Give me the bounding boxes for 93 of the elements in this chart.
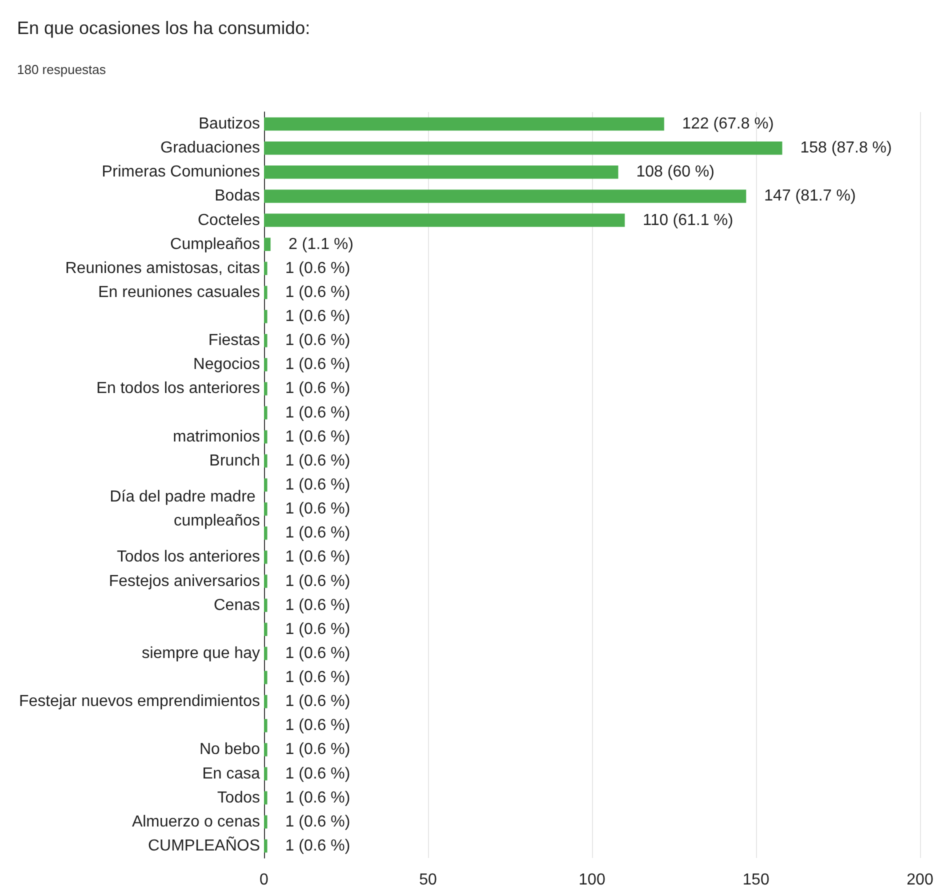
data-label: 1 (0.6 %) bbox=[285, 837, 350, 854]
bar bbox=[264, 646, 268, 660]
data-label: 1 (0.6 %) bbox=[285, 572, 350, 590]
data-label: 1 (0.6 %) bbox=[285, 380, 350, 398]
bar bbox=[264, 190, 746, 203]
data-label: 1 (0.6 %) bbox=[285, 356, 350, 374]
bar bbox=[264, 694, 268, 708]
bar bbox=[264, 286, 268, 300]
data-label: 1 (0.6 %) bbox=[285, 765, 350, 782]
y-tick-label: No bebo bbox=[200, 741, 260, 758]
data-label: 1 (0.6 %) bbox=[285, 620, 350, 638]
bar bbox=[264, 550, 268, 564]
data-label: 2 (1.1 %) bbox=[288, 236, 354, 253]
data-label: 122 (67.8 %) bbox=[682, 116, 774, 133]
bar bbox=[264, 526, 268, 540]
x-tick-label: 150 bbox=[742, 872, 770, 888]
data-label: 108 (60 %) bbox=[636, 164, 715, 181]
data-label: 1 (0.6 %) bbox=[285, 693, 350, 710]
y-tick-label: Negocios bbox=[193, 356, 260, 374]
bar bbox=[264, 310, 268, 324]
bar bbox=[264, 574, 268, 588]
y-tick-label: Bodas bbox=[214, 188, 260, 205]
bar bbox=[264, 214, 625, 227]
y-tick-label: Todos bbox=[217, 789, 260, 806]
y-tick-label: Reuniones amistosas, citas bbox=[65, 260, 260, 277]
data-label: 1 (0.6 %) bbox=[285, 524, 350, 542]
bar bbox=[264, 238, 271, 251]
bar bbox=[264, 622, 268, 636]
y-tick-label: En reuniones casuales bbox=[98, 284, 260, 301]
data-label: 1 (0.6 %) bbox=[285, 813, 350, 830]
y-tick-label: En todos los anteriores bbox=[96, 380, 260, 398]
y-tick-label: Festejar nuevos emprendimientos bbox=[18, 693, 260, 710]
y-tick-label: Brunch bbox=[209, 452, 260, 470]
bar bbox=[264, 670, 268, 684]
x-tick-label: 100 bbox=[578, 872, 606, 888]
data-label: 1 (0.6 %) bbox=[285, 452, 350, 470]
data-label: 147 (81.7 %) bbox=[764, 188, 856, 205]
y-tick-label: Cumpleaños bbox=[170, 236, 260, 253]
y-tick-label: Bautizos bbox=[198, 116, 260, 133]
text: 180 respuestas bbox=[17, 62, 106, 77]
bar bbox=[264, 767, 268, 780]
chart-title: En que ocasiones los ha consumido: bbox=[17, 18, 310, 38]
data-label: 1 (0.6 %) bbox=[285, 476, 350, 494]
bar bbox=[264, 262, 268, 276]
data-label: 1 (0.6 %) bbox=[285, 669, 350, 686]
data-label: 158 (87.8 %) bbox=[800, 140, 892, 157]
x-tick-label: 0 bbox=[260, 872, 269, 888]
bar bbox=[264, 117, 664, 131]
bar bbox=[264, 141, 782, 155]
bar bbox=[264, 454, 268, 468]
y-tick-label: Graduaciones bbox=[160, 140, 260, 157]
y-tick-label: CUMPLEAÑOS bbox=[148, 835, 260, 854]
data-label: 1 (0.6 %) bbox=[285, 428, 350, 446]
bar bbox=[264, 815, 268, 829]
data-label: 1 (0.6 %) bbox=[285, 404, 350, 422]
x-tick-label: 50 bbox=[419, 872, 437, 888]
data-label: 1 (0.6 %) bbox=[285, 308, 350, 326]
bar bbox=[264, 598, 268, 612]
data-label: 1 (0.6 %) bbox=[285, 596, 350, 614]
bar bbox=[264, 502, 268, 516]
bar bbox=[264, 478, 268, 492]
data-label: 1 (0.6 %) bbox=[285, 284, 350, 301]
data-label: 1 (0.6 %) bbox=[285, 741, 350, 758]
bar bbox=[264, 334, 268, 348]
y-tick-label: Día del padre madre cumpleaños bbox=[110, 488, 260, 530]
bar bbox=[264, 166, 618, 179]
y-tick-label: matrimonios bbox=[172, 428, 260, 446]
bar bbox=[264, 382, 268, 396]
data-label: 1 (0.6 %) bbox=[285, 644, 350, 662]
y-tick-label: Fiestas bbox=[208, 332, 260, 350]
x-tick-label: 200 bbox=[906, 872, 934, 888]
bar bbox=[264, 791, 268, 804]
bar bbox=[264, 406, 268, 420]
y-tick-label: siempre que hay bbox=[142, 644, 260, 662]
data-label: 1 (0.6 %) bbox=[285, 789, 350, 806]
data-label: 1 (0.6 %) bbox=[285, 717, 350, 734]
data-label: 110 (61.1 %) bbox=[642, 212, 734, 229]
y-tick-label: En casa bbox=[202, 765, 260, 782]
bar bbox=[264, 743, 268, 756]
data-label: 1 (0.6 %) bbox=[285, 260, 350, 277]
y-tick-label: Cocteles bbox=[198, 212, 260, 229]
y-tick-label: Primeras Comuniones bbox=[102, 164, 260, 181]
y-tick-label: Todos los anteriores bbox=[116, 548, 260, 566]
data-label: 1 (0.6 %) bbox=[285, 548, 350, 566]
data-label: 1 (0.6 %) bbox=[285, 332, 350, 350]
bar bbox=[264, 430, 268, 444]
data-label: 1 (0.6 %) bbox=[285, 500, 350, 518]
y-tick-label: Cenas bbox=[214, 596, 260, 614]
bar bbox=[264, 839, 268, 853]
bar bbox=[264, 719, 268, 732]
bar bbox=[264, 358, 268, 372]
y-tick-label: Almuerzo o cenas bbox=[132, 813, 260, 830]
y-tick-label: Festejos aniversarios bbox=[108, 572, 260, 590]
